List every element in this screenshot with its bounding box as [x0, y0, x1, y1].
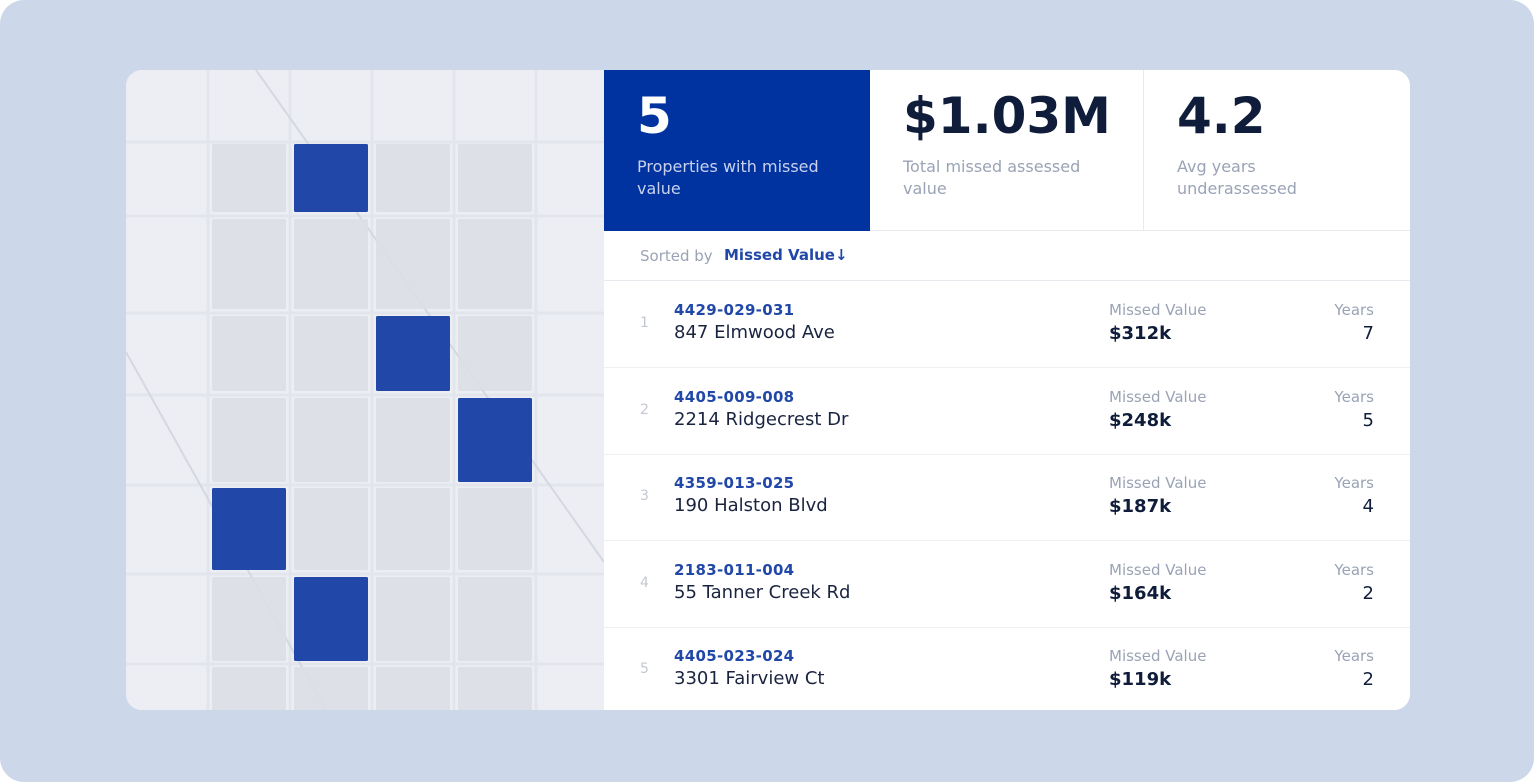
parcel[interactable]	[458, 667, 532, 710]
years-label: Years	[1334, 474, 1374, 493]
results-panel: 5 Properties with missed value $1.03M To…	[604, 70, 1410, 710]
property-row[interactable]: 4 2183-011-004 55 Tanner Creek Rd Missed Va…	[604, 541, 1410, 628]
sort-label: Sorted by	[640, 247, 713, 265]
parcel-number-link[interactable]: 2183-011-004	[674, 560, 795, 579]
stats-row: 5 Properties with missed value $1.03M To…	[604, 70, 1410, 231]
parcel[interactable]	[294, 219, 368, 309]
parcel[interactable]	[376, 398, 450, 482]
property-address: 190 Halston Blvd	[674, 495, 828, 517]
stat-properties-label: Properties with missed value	[637, 157, 819, 198]
row-rank: 3	[640, 488, 649, 505]
years-value: 2	[1362, 582, 1374, 604]
parcel[interactable]	[376, 577, 450, 661]
parcel[interactable]	[458, 144, 532, 212]
parcel[interactable]	[294, 316, 368, 391]
property-row[interactable]: 1 4429-029-031 847 Elmwood Ave Missed Value…	[604, 281, 1410, 368]
parcel[interactable]	[376, 667, 450, 710]
parcel[interactable]	[376, 219, 450, 309]
stat-total-missed: $1.03M Total missed assessed value	[870, 70, 1144, 231]
property-address: 55 Tanner Creek Rd	[674, 581, 851, 603]
years-value: 5	[1362, 409, 1374, 431]
stat-avg-years: 4.2 Avg years underassessed	[1144, 70, 1410, 231]
property-address: 2214 Ridgecrest Dr	[674, 408, 849, 430]
row-rank: 4	[640, 574, 649, 591]
stat-total-missed-value: $1.03M	[903, 87, 1111, 145]
parcel[interactable]	[376, 488, 450, 570]
parcel[interactable]	[458, 577, 532, 661]
parcel[interactable]	[376, 144, 450, 212]
parcel-number-link[interactable]: 4429-029-031	[674, 301, 795, 319]
parcel[interactable]	[294, 488, 368, 570]
parcel-highlighted[interactable]	[376, 316, 450, 391]
parcel[interactable]	[212, 577, 286, 661]
stat-properties: 5 Properties with missed value	[604, 70, 870, 231]
parcel-highlighted[interactable]	[212, 488, 286, 570]
years-label: Years	[1334, 560, 1374, 579]
years-value: 7	[1362, 323, 1374, 344]
years-value: 2	[1362, 669, 1374, 691]
parcel[interactable]	[458, 219, 532, 309]
missed-value: $119k	[1109, 669, 1172, 691]
missed-value-label: Missed Value	[1109, 560, 1207, 579]
years-label: Years	[1334, 301, 1374, 319]
parcel-number-link[interactable]: 4405-009-008	[674, 387, 795, 406]
parcel[interactable]	[212, 144, 286, 212]
row-rank: 5	[640, 661, 649, 678]
arrow-down-icon: ↓	[834, 246, 848, 264]
parcel-highlighted[interactable]	[458, 398, 532, 482]
missed-value: $312k	[1109, 323, 1172, 344]
missed-value-label: Missed Value	[1109, 474, 1207, 493]
property-address: 3301 Fairview Ct	[674, 668, 825, 690]
parcel-number-link[interactable]: 4359-013-025	[674, 474, 795, 493]
property-row[interactable]: 3 4359-013-025 190 Halston Blvd Missed Valu…	[604, 454, 1410, 542]
missed-value: $187k	[1109, 496, 1172, 518]
years-label: Years	[1334, 387, 1374, 406]
missed-value-label: Missed Value	[1109, 301, 1207, 319]
stat-properties-value: 5	[637, 87, 672, 145]
parcel-highlighted[interactable]	[294, 144, 368, 212]
parcel-map[interactable]	[126, 70, 604, 710]
years-value: 4	[1362, 496, 1374, 518]
dashboard-card: 5 Properties with missed value $1.03M To…	[126, 70, 1410, 710]
parcel[interactable]	[212, 316, 286, 391]
missed-value-label: Missed Value	[1109, 647, 1207, 666]
parcel[interactable]	[294, 398, 368, 482]
property-address: 847 Elmwood Ave	[674, 322, 835, 343]
years-label: Years	[1334, 647, 1374, 666]
parcel[interactable]	[212, 219, 286, 309]
missed-value: $164k	[1109, 582, 1172, 604]
parcel[interactable]	[212, 667, 286, 710]
parcel-highlighted[interactable]	[294, 577, 368, 661]
parcel[interactable]	[212, 398, 286, 482]
stat-total-missed-label: Total missed assessed value	[903, 157, 1081, 198]
property-row[interactable]: 2 4405-009-008 2214 Ridgecrest Dr Missed Va…	[604, 368, 1410, 455]
sort-field: Missed Value	[724, 246, 835, 264]
parcel[interactable]	[294, 667, 368, 710]
sort-dropdown[interactable]: Missed Value↓	[724, 246, 848, 264]
parcel-number-link[interactable]: 4405-023-024	[674, 647, 795, 666]
property-row[interactable]: 5 4405-023-024 3301 Fairview Ct Missed Valu…	[604, 627, 1410, 710]
stat-avg-years-value: 4.2	[1177, 87, 1266, 145]
row-rank: 1	[640, 315, 649, 331]
parcel[interactable]	[458, 316, 532, 391]
row-rank: 2	[640, 401, 649, 418]
stat-avg-years-label: Avg years underassessed	[1177, 157, 1297, 198]
missed-value: $248k	[1109, 409, 1172, 431]
parcel-map-canvas	[126, 70, 604, 710]
sort-bar: Sorted by Missed Value↓	[604, 231, 1410, 281]
parcel[interactable]	[458, 488, 532, 570]
missed-value-label: Missed Value	[1109, 387, 1207, 406]
